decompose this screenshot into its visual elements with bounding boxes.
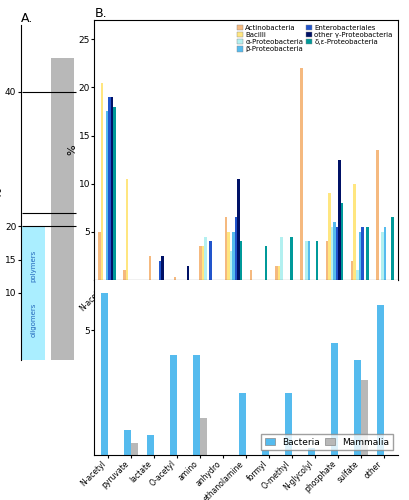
Bar [22, 226, 45, 360]
Bar [357, 232, 360, 280]
Bar [353, 360, 360, 455]
Bar [123, 270, 126, 280]
Bar [131, 442, 138, 455]
Bar [98, 232, 100, 280]
Bar [307, 242, 310, 280]
Bar [186, 266, 189, 280]
Bar [307, 448, 314, 455]
Bar [375, 150, 378, 280]
Bar [277, 266, 279, 280]
Bar [279, 236, 282, 280]
Bar [330, 227, 333, 280]
Bar [249, 270, 252, 280]
Bar [201, 246, 204, 280]
Bar [200, 418, 207, 455]
Bar [100, 82, 103, 280]
Bar [227, 232, 229, 280]
Bar [209, 242, 211, 280]
Bar [355, 270, 357, 280]
Bar [110, 97, 113, 280]
Bar [106, 112, 108, 280]
Bar [204, 236, 206, 280]
Bar [284, 392, 291, 455]
Legend: Bacteria, Mammalia: Bacteria, Mammalia [261, 434, 392, 450]
Text: polymers: polymers [31, 250, 36, 282]
Y-axis label: %: % [0, 187, 3, 198]
Bar [330, 342, 337, 455]
Bar [350, 260, 353, 280]
Bar [108, 97, 110, 280]
Bar [337, 160, 340, 280]
Bar [238, 392, 245, 455]
Bar [101, 292, 108, 455]
Bar [146, 435, 154, 455]
Bar [340, 203, 342, 280]
Bar [264, 246, 267, 280]
Bar [383, 227, 385, 280]
Bar [261, 450, 268, 455]
Bar [239, 242, 242, 280]
Bar [113, 106, 115, 280]
Bar [325, 242, 327, 280]
Bar [192, 355, 200, 455]
Bar [236, 179, 239, 280]
Bar [375, 305, 383, 455]
Bar [305, 242, 307, 280]
Bar [315, 242, 317, 280]
Legend: Actinobacteria, Bacilli, α-Proteobacteria, β-Proteobacteria, Enterobacteriales, : Actinobacteria, Bacilli, α-Proteobacteri… [235, 24, 393, 54]
Text: B.: B. [94, 7, 107, 20]
Bar [360, 380, 367, 455]
Bar [124, 430, 131, 455]
Bar [365, 227, 368, 280]
Bar [290, 236, 292, 280]
Bar [353, 184, 355, 280]
Bar [199, 246, 201, 280]
Bar [229, 251, 231, 280]
Bar [335, 227, 337, 280]
Bar [52, 58, 74, 360]
Bar [169, 355, 177, 455]
Bar [391, 218, 393, 280]
Bar [126, 179, 128, 280]
Bar [333, 222, 335, 280]
Text: oligomers: oligomers [31, 302, 36, 337]
Bar [274, 266, 277, 280]
Bar [360, 227, 363, 280]
Bar [231, 232, 234, 280]
Y-axis label: %: % [67, 144, 77, 156]
Bar [380, 232, 383, 280]
Bar [158, 260, 161, 280]
Bar [234, 218, 236, 280]
Bar [300, 68, 302, 280]
Bar [224, 218, 227, 280]
Text: A.: A. [20, 12, 33, 25]
Bar [327, 194, 330, 280]
Bar [148, 256, 151, 280]
Bar [161, 256, 164, 280]
Bar [173, 277, 176, 280]
